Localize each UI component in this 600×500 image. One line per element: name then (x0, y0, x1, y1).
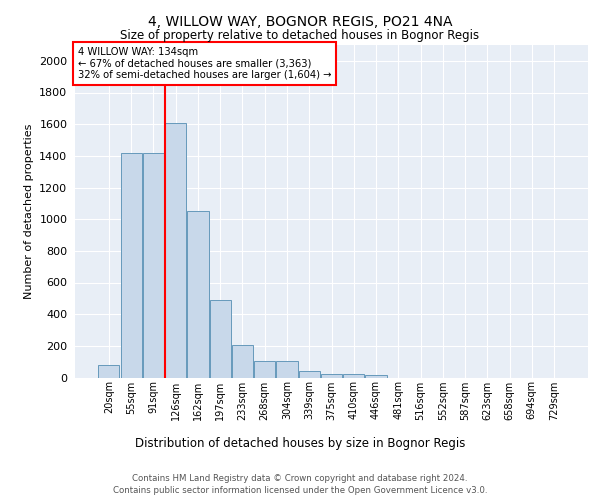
Text: Contains HM Land Registry data © Crown copyright and database right 2024.: Contains HM Land Registry data © Crown c… (132, 474, 468, 483)
Bar (321, 374, 342, 378)
Bar (343, 374, 364, 378)
Bar (299, 371, 320, 378)
Text: Contains public sector information licensed under the Open Government Licence v3: Contains public sector information licen… (113, 486, 487, 495)
Bar (98, 365, 119, 378)
Bar (209, 300, 231, 378)
Text: Size of property relative to detached houses in Bognor Regis: Size of property relative to detached ho… (121, 29, 479, 42)
Bar (121, 152, 142, 378)
Bar (187, 211, 209, 378)
Text: Distribution of detached houses by size in Bognor Regis: Distribution of detached houses by size … (135, 438, 465, 450)
Bar (232, 345, 253, 378)
Bar (277, 361, 298, 378)
Bar (365, 375, 386, 378)
Bar (165, 122, 186, 378)
Y-axis label: Number of detached properties: Number of detached properties (23, 124, 34, 299)
Bar (254, 361, 275, 378)
Text: 4 WILLOW WAY: 134sqm
← 67% of detached houses are smaller (3,363)
32% of semi-de: 4 WILLOW WAY: 134sqm ← 67% of detached h… (77, 46, 331, 80)
Text: 4, WILLOW WAY, BOGNOR REGIS, PO21 4NA: 4, WILLOW WAY, BOGNOR REGIS, PO21 4NA (148, 15, 452, 29)
Bar (143, 152, 164, 378)
